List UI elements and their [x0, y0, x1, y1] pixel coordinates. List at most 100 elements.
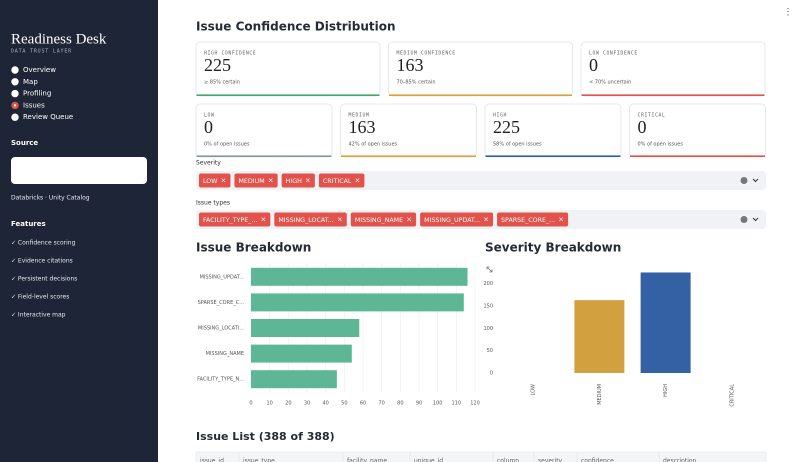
- x-tick-label: 0: [249, 401, 252, 407]
- filter-chip[interactable]: [234, 173, 278, 188]
- bar: [574, 300, 625, 373]
- x-tick-label: 60: [360, 401, 366, 407]
- filter-chip[interactable]: [420, 212, 494, 227]
- x-tick-label: 80: [397, 401, 403, 407]
- chip-remove[interactable]: ×: [260, 216, 266, 224]
- chip-remove[interactable]: ×: [558, 216, 564, 224]
- filter-chip[interactable]: [199, 212, 271, 227]
- card-value: 0: [638, 117, 647, 137]
- bar: [251, 293, 464, 312]
- chip-label: SPARSE_CORE_...: [501, 217, 555, 224]
- nav-item[interactable]: Issues: [23, 101, 45, 109]
- bar: [251, 267, 468, 286]
- chip-label: CRITICAL: [323, 178, 352, 185]
- brand: Readiness Desk: [11, 31, 107, 47]
- x-tick-label: CRITICAL: [729, 384, 735, 407]
- column-header[interactable]: severity: [538, 458, 563, 462]
- card-note: 0% of open issues: [638, 142, 684, 148]
- nav-radio[interactable]: [11, 113, 19, 121]
- nav-item[interactable]: Map: [23, 78, 38, 86]
- nav-radio-dot: [13, 104, 17, 107]
- clear-icon[interactable]: [740, 216, 748, 223]
- source-box[interactable]: [11, 157, 147, 184]
- dropdown-icon[interactable]: [752, 217, 759, 222]
- column-header[interactable]: column: [497, 458, 519, 462]
- filter-label: Issue types: [196, 200, 230, 207]
- y-tick-label: MISSING_LOCATI...: [198, 326, 244, 332]
- chip-remove[interactable]: ×: [483, 216, 489, 224]
- column-header[interactable]: unique_id: [414, 458, 443, 462]
- y-tick-label: 50: [487, 348, 493, 354]
- expand-icon[interactable]: [486, 266, 493, 273]
- multiselect[interactable]: [196, 171, 766, 190]
- card-label: MEDIUM: [349, 113, 370, 119]
- x-tick-label: 40: [322, 401, 328, 407]
- chip-label: HIGH: [286, 178, 302, 185]
- card-note: 70–85% certain: [397, 80, 436, 86]
- card-note: < 70% uncertain: [589, 80, 631, 86]
- card-note: ≥ 85% certain: [204, 80, 240, 86]
- chip-remove[interactable]: ×: [221, 177, 227, 185]
- column-header[interactable]: description: [663, 458, 697, 462]
- x-tick-label: MEDIUM: [597, 384, 603, 405]
- chip-label: FACILITY_TYPE_...: [203, 217, 257, 224]
- tagline: DATA TRUST LAYER: [11, 49, 72, 55]
- bar: [251, 319, 360, 337]
- nav-radio[interactable]: [11, 66, 19, 74]
- chip-remove[interactable]: ×: [354, 177, 360, 185]
- feature-item: ✓ Confidence scoring: [11, 240, 76, 247]
- table-header: [195, 451, 767, 462]
- card-label: LOW: [204, 113, 214, 119]
- feature-item: ✓ Persistent decisions: [11, 276, 77, 283]
- x-tick-label: 100: [433, 401, 443, 407]
- nav-item[interactable]: Review Queue: [23, 113, 73, 121]
- chip-remove[interactable]: ×: [337, 216, 343, 224]
- nav-radio[interactable]: [11, 89, 19, 98]
- card-accent: [581, 94, 765, 96]
- card-value: 225: [493, 117, 520, 137]
- sidebar: [0, 0, 158, 462]
- filter-chip[interactable]: [497, 212, 569, 227]
- filter-chip[interactable]: [281, 173, 315, 188]
- column-header[interactable]: issue_id: [200, 458, 224, 462]
- card-label: CRITICAL: [638, 113, 666, 119]
- card-accent: [196, 94, 380, 96]
- filter-chip[interactable]: [350, 212, 417, 227]
- feature-item: ✓ Interactive map: [11, 312, 66, 319]
- filter-chip[interactable]: [274, 212, 347, 227]
- x-tick-label: 90: [416, 401, 422, 407]
- card-accent: [630, 155, 765, 157]
- chip-label: MEDIUM: [238, 178, 264, 185]
- card-value: 163: [397, 55, 424, 75]
- source-heading: Source: [11, 139, 38, 147]
- menu-icon[interactable]: ⋮: [784, 8, 793, 18]
- clear-icon[interactable]: [740, 177, 748, 184]
- x-tick-label: 120: [470, 401, 480, 407]
- filter-chip[interactable]: [199, 173, 231, 188]
- chip-remove[interactable]: ×: [406, 216, 412, 224]
- feature-item: ✓ Field-level scores: [11, 294, 69, 301]
- metric-card: [580, 41, 766, 97]
- card-label: MEDIUM CONFIDENCE: [397, 51, 456, 57]
- x-tick-label: 110: [452, 401, 462, 407]
- column-header[interactable]: issue_type: [243, 458, 275, 462]
- x-tick-label: 20: [285, 401, 291, 407]
- bar: [251, 370, 337, 389]
- column-header[interactable]: confidence: [581, 458, 614, 462]
- x-tick-label: HIGH: [663, 384, 669, 397]
- filter-chip[interactable]: [318, 173, 365, 188]
- chip-label: LOW: [203, 178, 218, 185]
- card-note: 0% of open issues: [204, 142, 250, 148]
- nav-item[interactable]: Profiling: [23, 90, 51, 98]
- dropdown-icon[interactable]: [752, 178, 759, 183]
- chip-remove[interactable]: ×: [305, 177, 311, 185]
- card-note: 42% of open issues: [349, 142, 398, 148]
- feature-item: ✓ Evidence citations: [11, 258, 73, 265]
- metric-card: [195, 103, 333, 158]
- table-title: Issue List (388 of 388): [196, 430, 335, 443]
- column-header[interactable]: facility_name: [347, 458, 387, 462]
- chip-remove[interactable]: ×: [268, 177, 274, 185]
- nav-item[interactable]: Overview: [23, 66, 56, 74]
- nav-radio[interactable]: [11, 78, 19, 86]
